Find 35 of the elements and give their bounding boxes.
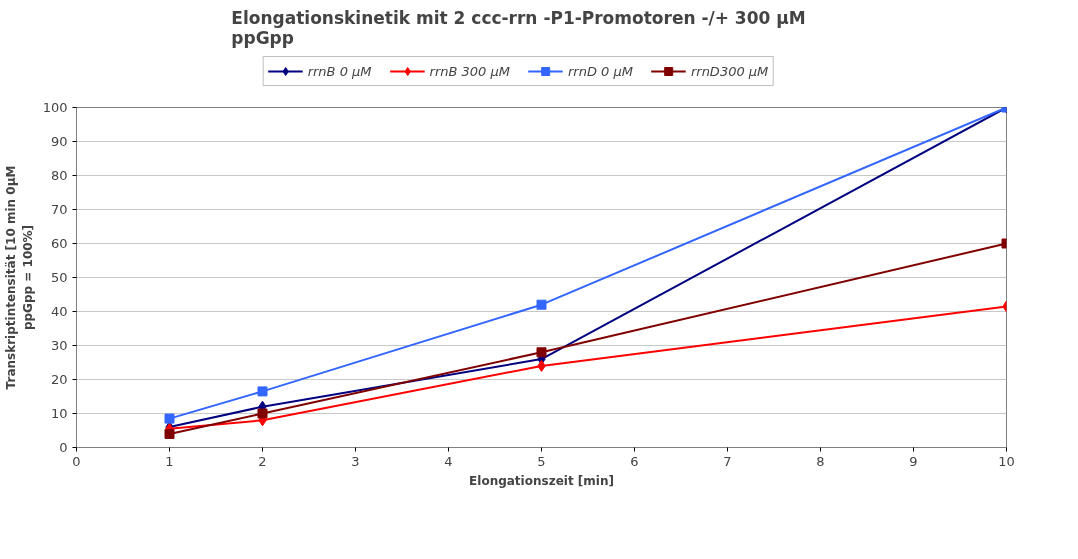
x-tick-label: 8 — [816, 453, 825, 469]
point — [257, 408, 268, 419]
x-tick-label: 0 — [72, 453, 81, 469]
point — [257, 386, 268, 397]
legend-label: rrnD300 µM — [690, 63, 769, 79]
legend-label: rrnB 0 µM — [307, 63, 372, 79]
x-tick-label: 3 — [351, 453, 360, 469]
x-axis-title: Elongationszeit [min] — [469, 473, 614, 488]
x-tick-label: 5 — [537, 453, 546, 469]
y-tick-label: 70 — [50, 202, 68, 217]
point — [164, 428, 175, 439]
x-tick-label: 9 — [909, 453, 918, 469]
point — [164, 413, 175, 424]
x-tick-label: 2 — [258, 453, 267, 469]
x-tick-label: 10 — [998, 453, 1015, 469]
chart-title: Elongationskinetik mit 2 ccc-rrn -P1-Promotoren -/+ 300 µM ppGpp — [231, 7, 806, 48]
y-tick-label: 90 — [50, 134, 68, 149]
y-tick-label: 20 — [50, 372, 68, 387]
legend-label: rrnD 0 µM — [567, 63, 633, 79]
y-tick-label: 80 — [50, 168, 68, 183]
y-tick-label: 100 — [42, 100, 68, 115]
point — [536, 299, 547, 310]
y-tick-label: 60 — [50, 236, 68, 251]
x-tick-label: 6 — [630, 453, 639, 469]
y-tick-label: 10 — [50, 406, 68, 421]
point — [536, 347, 547, 358]
y-tick-label: 30 — [50, 338, 68, 353]
y-axis-title: Transkriptintensität [10 min 0µM ppGpp = 100%] — [3, 165, 35, 390]
y-tick-label: 50 — [50, 270, 68, 285]
x-tick-label: 7 — [723, 453, 732, 469]
x-tick-label: 1 — [165, 453, 174, 469]
legend-label: rrnB 300 µM — [429, 63, 510, 79]
y-tick-label: 0 — [59, 440, 68, 455]
x-tick-label: 4 — [444, 453, 453, 469]
y-tick-label: 40 — [50, 304, 68, 319]
